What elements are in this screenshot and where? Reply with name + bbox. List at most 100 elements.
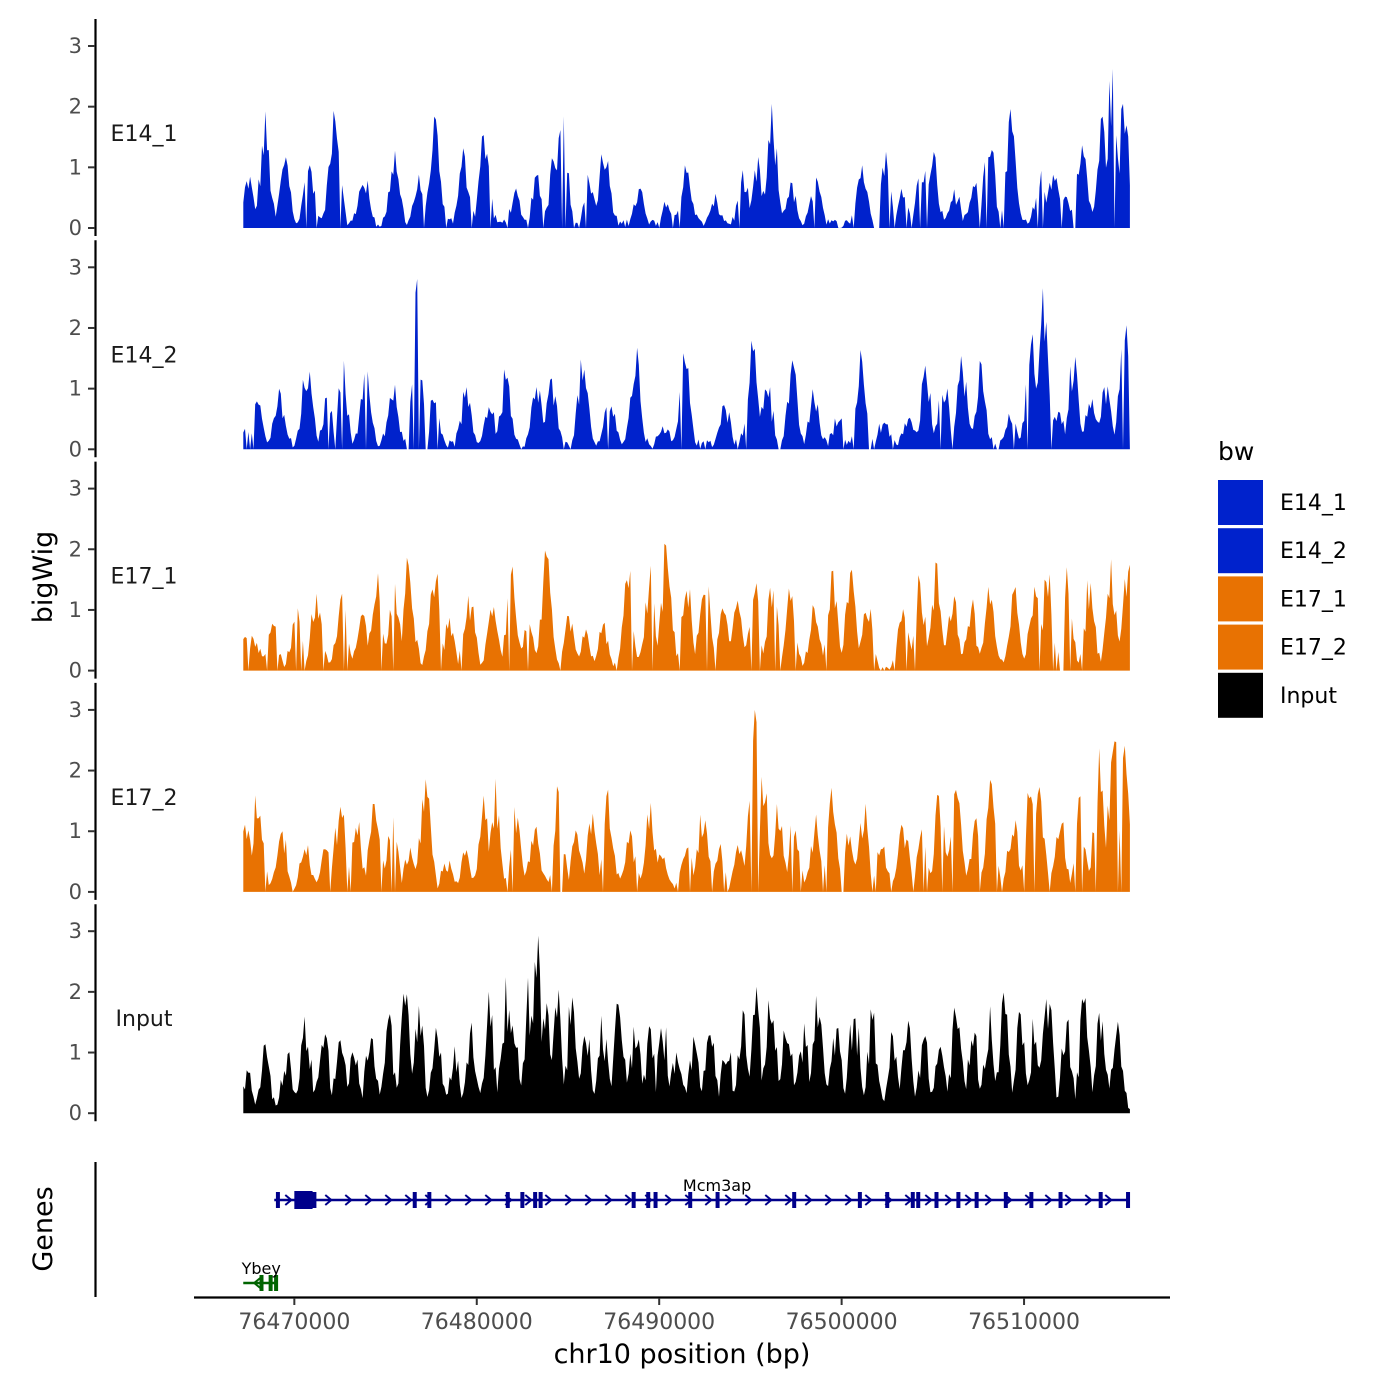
gene-label: Ybey bbox=[241, 1259, 281, 1278]
track-label: E17_2 bbox=[111, 786, 178, 811]
exon bbox=[533, 1192, 538, 1208]
x-tick-label: 76490000 bbox=[603, 1310, 715, 1335]
exon bbox=[274, 1275, 279, 1291]
strand-arrow bbox=[724, 1194, 733, 1206]
y-tick-label: 0 bbox=[69, 1101, 82, 1125]
track-E17_2: 0 1 2 3 E17_2 bbox=[69, 682, 1130, 904]
exon bbox=[857, 1192, 862, 1208]
x-axis: chr10 position (bp) 76470000 76480000 7649… bbox=[194, 1296, 1170, 1370]
x-tick-label: 76510000 bbox=[968, 1310, 1080, 1335]
strand-arrow bbox=[964, 1194, 973, 1206]
y-tick-label: 2 bbox=[69, 980, 82, 1004]
y-tick-label: 3 bbox=[69, 919, 82, 943]
y-tick-label: 0 bbox=[69, 437, 82, 461]
legend-swatch-E17_1 bbox=[1218, 576, 1263, 622]
legend-label: E14_2 bbox=[1280, 539, 1347, 564]
y-tick-label: 3 bbox=[69, 255, 82, 279]
exon bbox=[427, 1192, 432, 1208]
track-E14_1: 0 1 2 3 E14_1 bbox=[69, 19, 1130, 240]
strand-arrow bbox=[764, 1194, 773, 1206]
exon bbox=[505, 1192, 510, 1208]
exon bbox=[646, 1192, 651, 1208]
y-tick-label: 0 bbox=[69, 880, 82, 904]
track-label: E17_1 bbox=[111, 565, 178, 590]
gene-Ybey: Ybey bbox=[241, 1259, 281, 1291]
strand-arrow bbox=[444, 1194, 453, 1206]
y-tick-label: 2 bbox=[69, 95, 82, 119]
legend-label: E17_2 bbox=[1280, 636, 1347, 661]
strand-arrow bbox=[744, 1194, 753, 1206]
exon bbox=[715, 1192, 720, 1208]
legend-swatch-E17_2 bbox=[1218, 624, 1263, 670]
strand-arrow bbox=[284, 1194, 293, 1206]
strand-arrow bbox=[1104, 1194, 1113, 1206]
strand-arrow bbox=[864, 1194, 873, 1206]
coding-block bbox=[294, 1191, 313, 1209]
exon bbox=[688, 1192, 693, 1208]
strand-arrow bbox=[464, 1194, 473, 1206]
strand-arrow bbox=[664, 1194, 673, 1206]
track-label: Input bbox=[116, 1007, 173, 1032]
y-tick-label: 1 bbox=[69, 598, 82, 622]
exon bbox=[1003, 1192, 1008, 1208]
strand-arrow bbox=[924, 1194, 933, 1206]
y-axis-title: bigWig bbox=[28, 531, 59, 624]
strand-arrow bbox=[1064, 1194, 1073, 1206]
y-tick-label: 3 bbox=[69, 34, 82, 58]
y-tick-label: 1 bbox=[69, 377, 82, 401]
strand-arrow bbox=[784, 1194, 793, 1206]
strand-arrow bbox=[404, 1194, 413, 1206]
signal-area-E14_2 bbox=[243, 279, 1130, 450]
exon bbox=[653, 1192, 658, 1208]
exon bbox=[934, 1192, 939, 1208]
track-label: E14_1 bbox=[111, 122, 178, 147]
y-tick-label: 2 bbox=[69, 537, 82, 561]
strand-arrow bbox=[704, 1194, 713, 1206]
genes-track: Genes Mcm3ap Ybey bbox=[28, 1162, 1131, 1297]
exon bbox=[1126, 1192, 1131, 1208]
strand-arrow bbox=[984, 1194, 993, 1206]
legend-title: bw bbox=[1218, 437, 1254, 466]
x-axis-title: chr10 position (bp) bbox=[554, 1339, 811, 1370]
x-tick-label: 76500000 bbox=[786, 1310, 898, 1335]
track-label: E14_2 bbox=[111, 343, 178, 368]
strand-arrow bbox=[484, 1194, 493, 1206]
strand-arrow bbox=[584, 1194, 593, 1206]
exon bbox=[631, 1192, 636, 1208]
exon bbox=[916, 1192, 921, 1208]
exon bbox=[910, 1192, 915, 1208]
strand-arrow bbox=[544, 1194, 553, 1206]
y-tick-label: 2 bbox=[69, 316, 82, 340]
exon bbox=[520, 1192, 525, 1208]
exon bbox=[956, 1192, 961, 1208]
y-tick-label: 3 bbox=[69, 698, 82, 722]
legend-label: E14_1 bbox=[1280, 491, 1347, 516]
strand-arrow bbox=[364, 1194, 373, 1206]
y-tick-label: 3 bbox=[69, 477, 82, 501]
x-tick-label: 76480000 bbox=[421, 1310, 533, 1335]
exon bbox=[312, 1192, 317, 1208]
signal-area-E14_1 bbox=[243, 68, 1130, 229]
strand-arrow bbox=[524, 1194, 533, 1206]
strand-arrow bbox=[944, 1194, 953, 1206]
gene-Mcm3ap: Mcm3ap bbox=[274, 1176, 1131, 1209]
strand-arrow bbox=[384, 1194, 393, 1206]
track-E17_1: 0 1 2 3 E17_1 bbox=[69, 461, 1130, 683]
exon bbox=[1058, 1192, 1063, 1208]
strand-arrow bbox=[344, 1194, 353, 1206]
gene-label: Mcm3ap bbox=[683, 1176, 751, 1195]
legend-swatch-Input bbox=[1218, 672, 1263, 718]
strand-arrow bbox=[604, 1194, 613, 1206]
strand-arrow bbox=[1044, 1194, 1053, 1206]
exon bbox=[1029, 1192, 1034, 1208]
legend-label: Input bbox=[1280, 684, 1337, 709]
track-Input: 0 1 2 3 Input bbox=[69, 904, 1130, 1125]
strand-arrow bbox=[824, 1194, 833, 1206]
signal-area-E17_2 bbox=[243, 709, 1130, 892]
y-tick-label: 1 bbox=[69, 819, 82, 843]
strand-arrow bbox=[252, 1277, 261, 1289]
strand-arrow bbox=[624, 1194, 633, 1206]
exon bbox=[275, 1192, 280, 1208]
exon bbox=[792, 1192, 797, 1208]
